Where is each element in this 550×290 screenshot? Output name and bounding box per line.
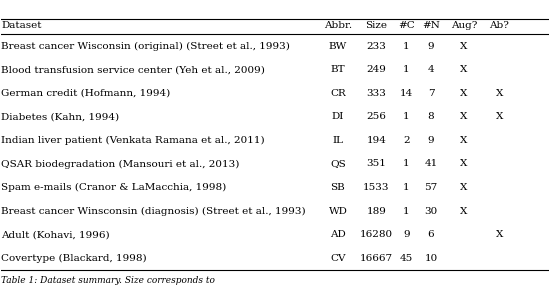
Text: 1: 1 (403, 112, 410, 121)
Text: 9: 9 (403, 230, 410, 239)
Text: IL: IL (332, 136, 343, 145)
Text: 1: 1 (403, 206, 410, 215)
Text: 8: 8 (428, 112, 435, 121)
Text: 10: 10 (425, 254, 438, 263)
Text: X: X (460, 112, 468, 121)
Text: X: X (460, 206, 468, 215)
Text: German credit (Hofmann, 1994): German credit (Hofmann, 1994) (2, 89, 170, 98)
Text: AD: AD (330, 230, 346, 239)
Text: Aug?: Aug? (450, 21, 477, 30)
Text: #N: #N (422, 21, 440, 30)
Text: Ab?: Ab? (490, 21, 509, 30)
Text: 256: 256 (366, 112, 386, 121)
Text: 14: 14 (400, 89, 413, 98)
Text: X: X (496, 230, 503, 239)
Text: QS: QS (330, 160, 346, 168)
Text: WD: WD (328, 206, 348, 215)
Text: 41: 41 (425, 160, 438, 168)
Text: Indian liver patient (Venkata Ramana et al., 2011): Indian liver patient (Venkata Ramana et … (2, 136, 265, 145)
Text: 6: 6 (428, 230, 435, 239)
Text: 249: 249 (366, 65, 386, 74)
Text: 194: 194 (366, 136, 386, 145)
Text: Diabetes (Kahn, 1994): Diabetes (Kahn, 1994) (2, 112, 119, 121)
Text: DI: DI (332, 112, 344, 121)
Text: 2: 2 (403, 136, 410, 145)
Text: SB: SB (331, 183, 345, 192)
Text: X: X (460, 136, 468, 145)
Text: 233: 233 (366, 42, 386, 51)
Text: X: X (460, 89, 468, 98)
Text: Breast cancer Winsconsin (diagnosis) (Street et al., 1993): Breast cancer Winsconsin (diagnosis) (St… (2, 206, 306, 216)
Text: X: X (460, 183, 468, 192)
Text: 16280: 16280 (360, 230, 393, 239)
Text: 1: 1 (403, 42, 410, 51)
Text: 30: 30 (425, 206, 438, 215)
Text: BW: BW (329, 42, 347, 51)
Text: Table 1: Dataset summary. Size corresponds to: Table 1: Dataset summary. Size correspon… (2, 276, 215, 285)
Text: 189: 189 (366, 206, 386, 215)
Text: Abbr.: Abbr. (324, 21, 352, 30)
Text: Blood transfusion service center (Yeh et al., 2009): Blood transfusion service center (Yeh et… (2, 65, 265, 74)
Text: Dataset: Dataset (2, 21, 42, 30)
Text: Breast cancer Wisconsin (original) (Street et al., 1993): Breast cancer Wisconsin (original) (Stre… (2, 42, 290, 51)
Text: CV: CV (330, 254, 346, 263)
Text: X: X (460, 160, 468, 168)
Text: 333: 333 (366, 89, 386, 98)
Text: 16667: 16667 (360, 254, 393, 263)
Text: X: X (496, 112, 503, 121)
Text: 1: 1 (403, 160, 410, 168)
Text: 9: 9 (428, 42, 435, 51)
Text: 1: 1 (403, 183, 410, 192)
Text: CR: CR (330, 89, 346, 98)
Text: Size: Size (365, 21, 387, 30)
Text: X: X (460, 65, 468, 74)
Text: 1533: 1533 (363, 183, 389, 192)
Text: 351: 351 (366, 160, 386, 168)
Text: BT: BT (331, 65, 345, 74)
Text: 1: 1 (403, 65, 410, 74)
Text: #C: #C (398, 21, 415, 30)
Text: 4: 4 (428, 65, 435, 74)
Text: QSAR biodegradation (Mansouri et al., 2013): QSAR biodegradation (Mansouri et al., 20… (2, 160, 240, 168)
Text: 7: 7 (428, 89, 435, 98)
Text: X: X (496, 89, 503, 98)
Text: Spam e-mails (Cranor & LaMacchia, 1998): Spam e-mails (Cranor & LaMacchia, 1998) (2, 183, 227, 192)
Text: X: X (460, 42, 468, 51)
Text: 9: 9 (428, 136, 435, 145)
Text: 57: 57 (425, 183, 438, 192)
Text: 45: 45 (400, 254, 413, 263)
Text: Adult (Kohavi, 1996): Adult (Kohavi, 1996) (2, 230, 110, 239)
Text: Covertype (Blackard, 1998): Covertype (Blackard, 1998) (2, 253, 147, 263)
